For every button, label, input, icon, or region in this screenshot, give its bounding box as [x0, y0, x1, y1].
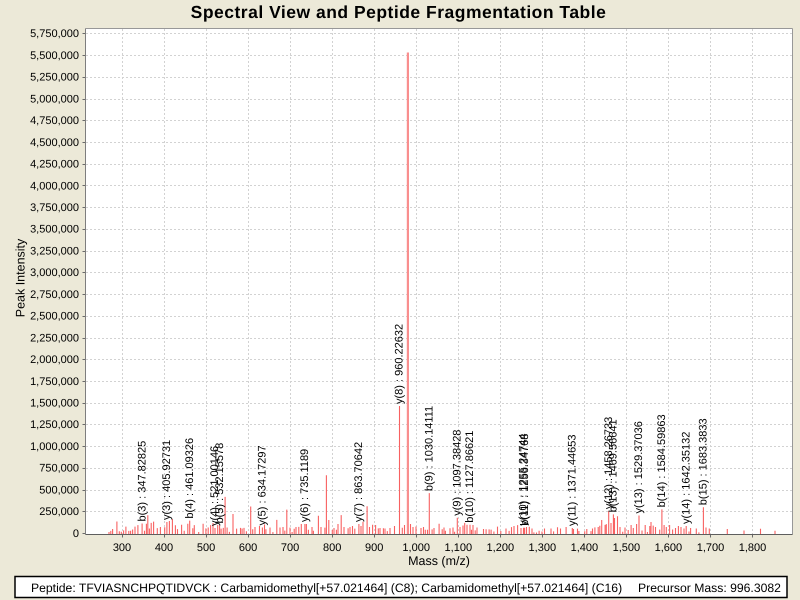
svg-text:y(10) : 1255.24744: y(10) : 1255.24744 [518, 433, 530, 525]
svg-text:2,750,000: 2,750,000 [30, 289, 79, 301]
svg-text:4,750,000: 4,750,000 [30, 115, 79, 127]
svg-text:0: 0 [73, 528, 79, 540]
svg-text:500: 500 [197, 542, 215, 554]
svg-text:2,000,000: 2,000,000 [30, 354, 79, 366]
svg-text:y(7) : 863.70642: y(7) : 863.70642 [353, 442, 365, 522]
svg-text:1,000,000: 1,000,000 [30, 441, 79, 453]
svg-text:Mass (m/z): Mass (m/z) [408, 554, 470, 568]
svg-text:b(4) : 461.09326: b(4) : 461.09326 [184, 438, 196, 519]
svg-text:400: 400 [155, 542, 173, 554]
svg-text:500,000: 500,000 [39, 484, 79, 496]
svg-text:y(4) : 521.00146: y(4) : 521.00146 [209, 446, 221, 526]
svg-text:Peptide: TFVIASNCHPQTIDVCK : C: Peptide: TFVIASNCHPQTIDVCK : Carbamidome… [31, 581, 622, 595]
svg-text:b(5) : 532.15578: b(5) : 532.15578 [214, 443, 226, 524]
svg-text:1,750,000: 1,750,000 [30, 376, 79, 388]
svg-text:3,250,000: 3,250,000 [30, 245, 79, 257]
svg-text:y(12) : 1458.26733: y(12) : 1458.26733 [603, 417, 615, 509]
svg-text:1,500,000: 1,500,000 [30, 398, 79, 410]
svg-text:y(14) : 1642.35132: y(14) : 1642.35132 [680, 432, 692, 524]
svg-text:y(8) : 960.22632: y(8) : 960.22632 [394, 324, 406, 404]
svg-text:2,250,000: 2,250,000 [30, 332, 79, 344]
svg-text:1,800: 1,800 [739, 542, 767, 554]
svg-text:5,750,000: 5,750,000 [30, 28, 79, 40]
svg-text:y(13) : 1529.37036: y(13) : 1529.37036 [633, 421, 645, 513]
svg-text:Precursor Mass: 996.3082: Precursor Mass: 996.3082 [638, 581, 781, 595]
svg-text:4,250,000: 4,250,000 [30, 159, 79, 171]
svg-text:1,400: 1,400 [571, 542, 599, 554]
svg-text:b(11) : 1256.34768: b(11) : 1256.34768 [519, 434, 531, 526]
svg-text:b(9) : 1030.14111: b(9) : 1030.14111 [424, 406, 436, 491]
svg-text:1,100: 1,100 [445, 542, 473, 554]
svg-text:2,500,000: 2,500,000 [30, 311, 79, 323]
svg-text:3,000,000: 3,000,000 [30, 267, 79, 279]
svg-text:4,500,000: 4,500,000 [30, 137, 79, 149]
svg-text:y(5) : 634.17297: y(5) : 634.17297 [257, 445, 269, 525]
svg-text:Peak Intensity: Peak Intensity [14, 238, 28, 317]
svg-text:1,200: 1,200 [487, 542, 515, 554]
svg-text:Spectral View and Peptide Frag: Spectral View and Peptide Fragmentation … [191, 2, 607, 22]
svg-text:b(10) : 1127.86621: b(10) : 1127.86621 [464, 431, 476, 523]
svg-text:1,250,000: 1,250,000 [30, 419, 79, 431]
svg-text:600: 600 [239, 542, 257, 554]
svg-text:3,500,000: 3,500,000 [30, 224, 79, 236]
svg-text:750,000: 750,000 [39, 463, 79, 475]
svg-text:700: 700 [281, 542, 299, 554]
svg-text:1,300: 1,300 [529, 542, 557, 554]
svg-text:b(14) : 1584.59863: b(14) : 1584.59863 [656, 414, 668, 507]
svg-text:1,700: 1,700 [697, 542, 725, 554]
svg-text:b(3) : 347.82825: b(3) : 347.82825 [136, 441, 148, 522]
svg-text:5,000,000: 5,000,000 [30, 93, 79, 105]
svg-text:4,000,000: 4,000,000 [30, 180, 79, 192]
svg-text:900: 900 [365, 542, 383, 554]
svg-text:1,500: 1,500 [613, 542, 641, 554]
svg-text:b(13) : 1469.56641: b(13) : 1469.56641 [608, 419, 620, 512]
svg-text:250,000: 250,000 [39, 506, 79, 518]
svg-text:y(6) : 735.1189: y(6) : 735.1189 [299, 449, 311, 522]
svg-text:5,250,000: 5,250,000 [30, 72, 79, 84]
svg-text:b(15) : 1683.3833: b(15) : 1683.3833 [698, 418, 710, 505]
svg-text:y(11) : 1371.44653: y(11) : 1371.44653 [567, 434, 579, 526]
svg-text:y(3) : 405.92731: y(3) : 405.92731 [161, 440, 173, 520]
svg-text:5,500,000: 5,500,000 [30, 50, 79, 62]
svg-text:1,000: 1,000 [402, 542, 430, 554]
svg-text:3,750,000: 3,750,000 [30, 202, 79, 214]
svg-text:300: 300 [113, 542, 131, 554]
svg-text:800: 800 [323, 542, 341, 554]
svg-text:1,600: 1,600 [655, 542, 683, 554]
svg-text:y(9) : 1097.38428: y(9) : 1097.38428 [452, 430, 464, 516]
